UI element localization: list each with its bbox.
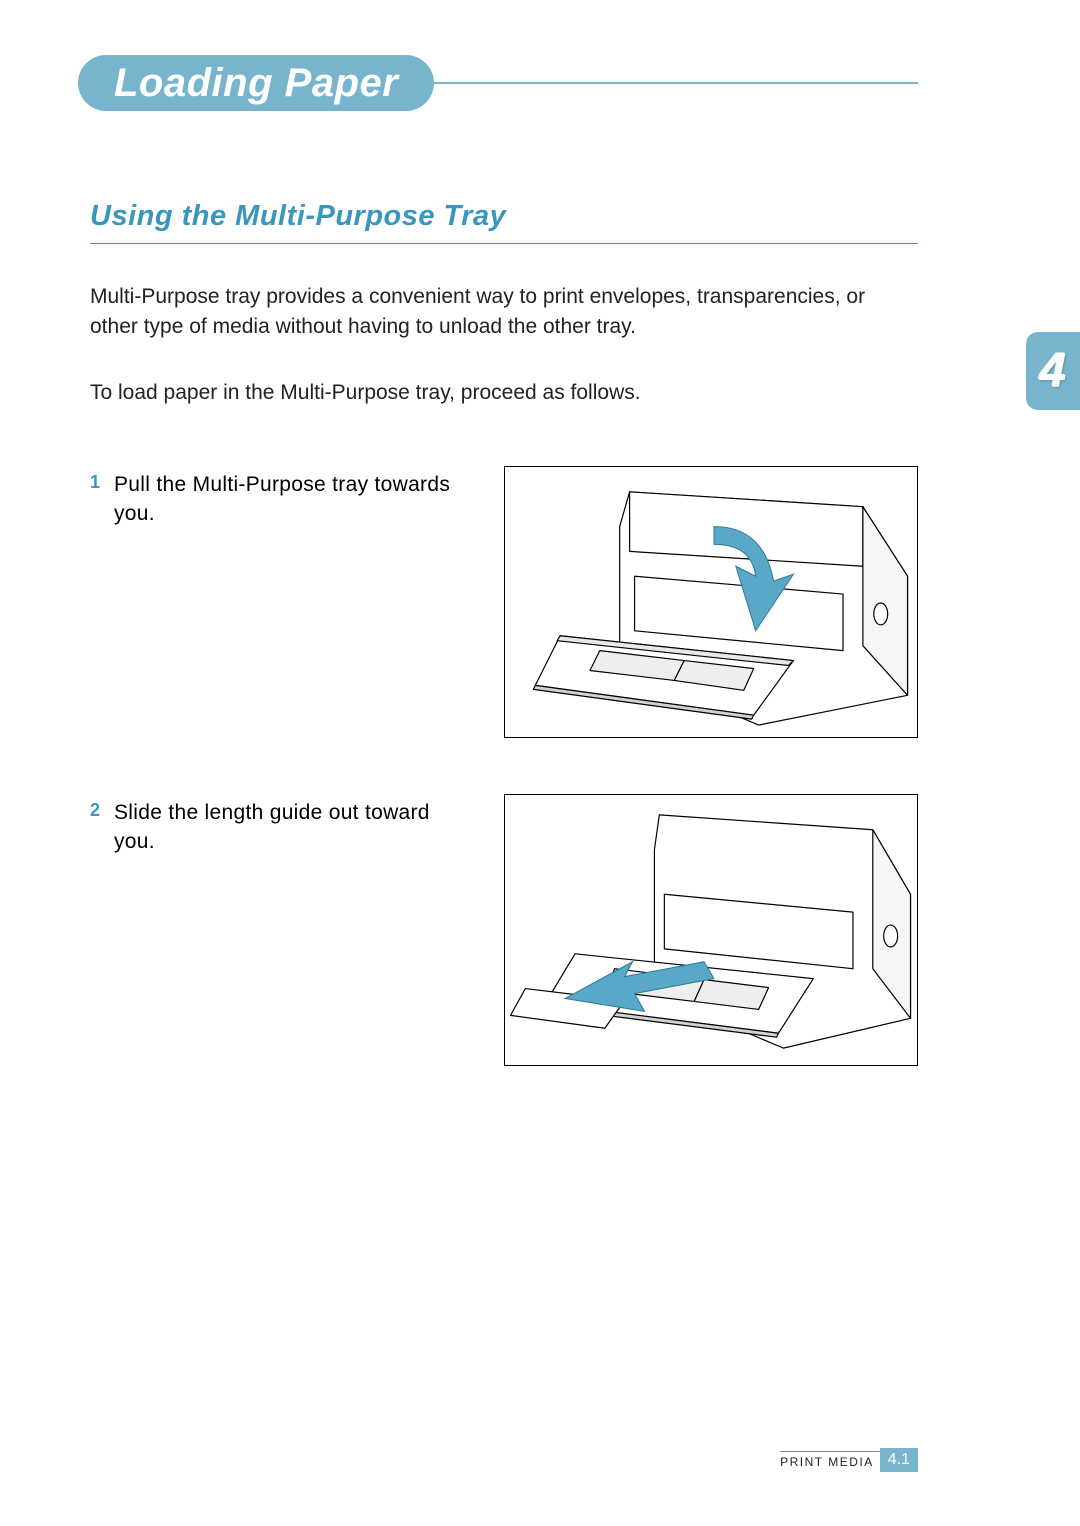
step-number: 2 [90, 800, 100, 821]
printer-length-guide-illustration [505, 795, 917, 1065]
section-heading: Using the Multi-Purpose Tray [90, 200, 918, 239]
step-1-figure [504, 466, 918, 738]
footer-section-label: PRINT MEDIA [780, 1451, 880, 1469]
chapter-side-tab: 4 [1026, 332, 1080, 410]
step-text: Slide the length guide out toward you. [114, 798, 454, 857]
chapter-number: 4 [1040, 344, 1067, 399]
page-footer: PRINT MEDIA 4.1 [780, 1448, 918, 1472]
section-heading-block: Using the Multi-Purpose Tray [90, 200, 918, 244]
step-2: 2 Slide the length guide out toward you. [90, 798, 918, 857]
intro-paragraph-2: To load paper in the Multi-Purpose tray,… [90, 378, 880, 408]
printer-tray-open-illustration [505, 467, 917, 737]
step-number: 1 [90, 472, 100, 493]
chapter-title-pill: Loading Paper [78, 55, 434, 111]
step-1: 1 Pull the Multi-Purpose tray towards yo… [90, 470, 918, 529]
chapter-title: Loading Paper [114, 61, 398, 106]
chapter-banner: Loading Paper [78, 55, 918, 111]
step-text: Pull the Multi-Purpose tray towards you. [114, 470, 454, 529]
footer-page-number: 4.1 [880, 1448, 918, 1472]
section-rule [90, 243, 918, 244]
step-2-figure [504, 794, 918, 1066]
intro-paragraph-1: Multi-Purpose tray provides a convenient… [90, 282, 880, 343]
